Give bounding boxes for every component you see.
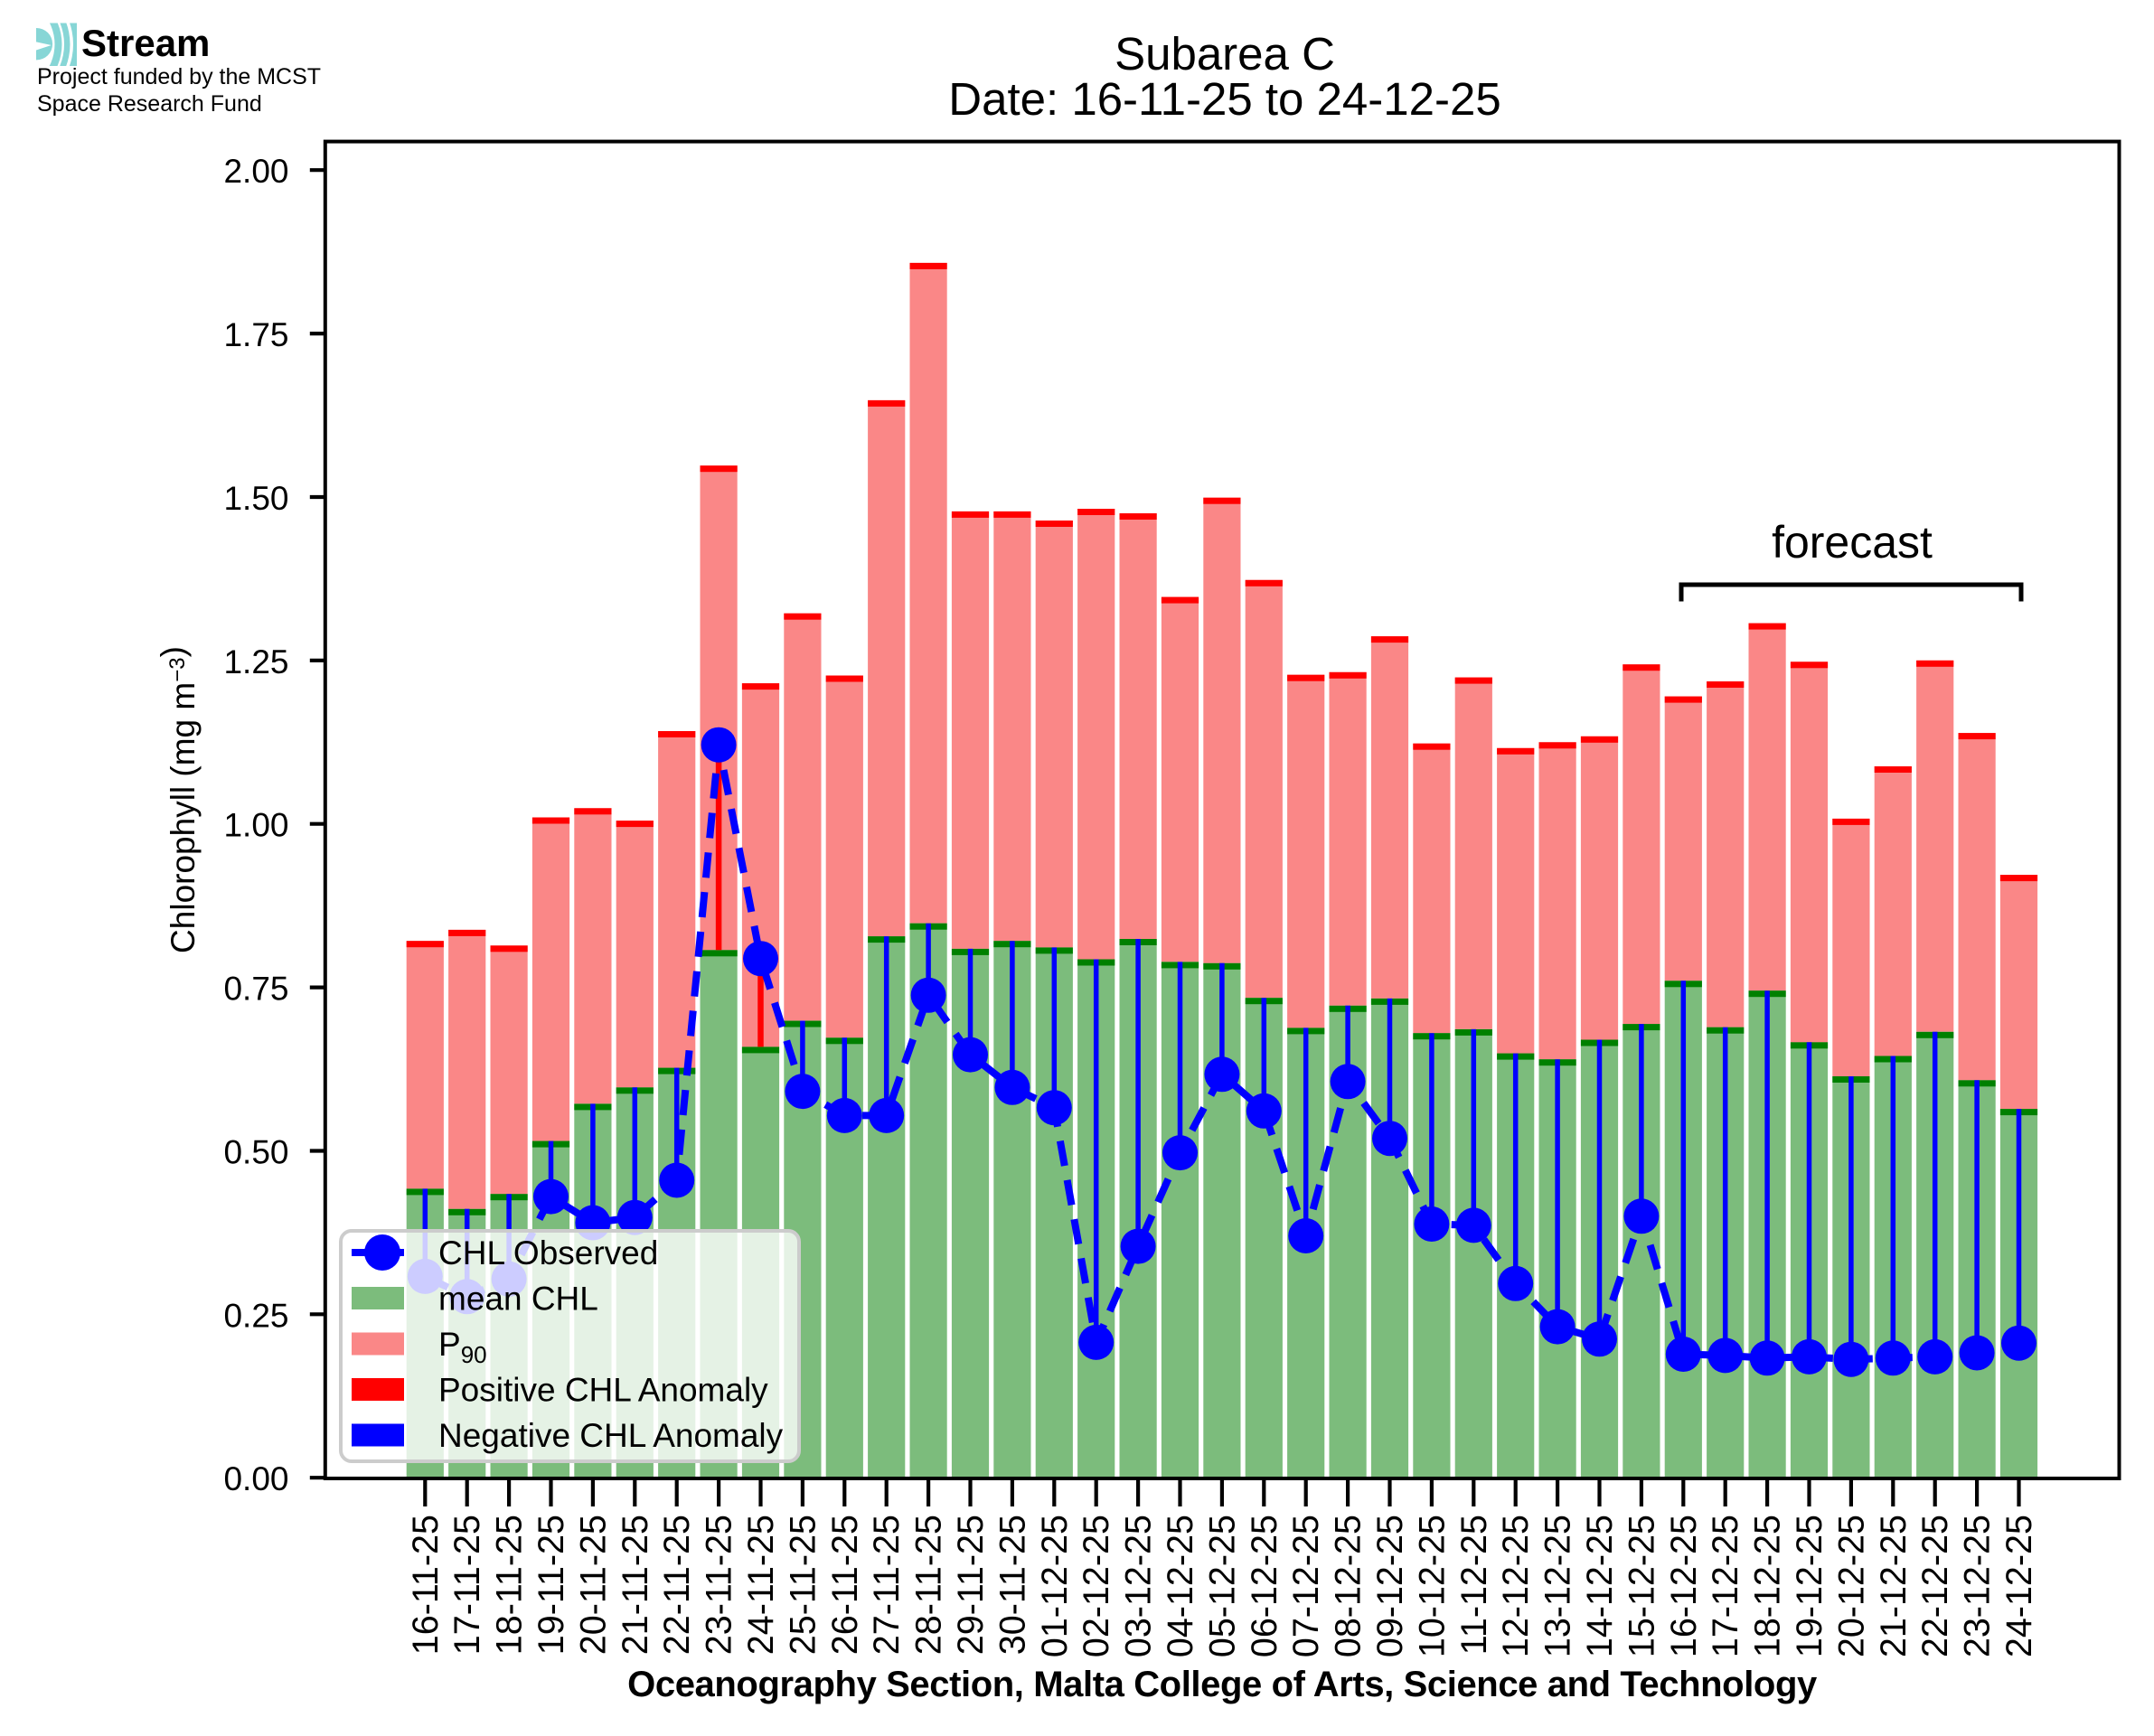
- svg-text:Stream: Stream: [81, 22, 210, 64]
- svg-text:Negative CHL Anomaly: Negative CHL Anomaly: [438, 1417, 784, 1454]
- svg-text:20-11-25: 20-11-25: [573, 1515, 613, 1655]
- svg-text:13-12-25: 13-12-25: [1538, 1515, 1578, 1657]
- svg-text:17-12-25: 17-12-25: [1706, 1515, 1745, 1657]
- svg-text:0.00: 0.00: [223, 1460, 288, 1497]
- svg-text:23-12-25: 23-12-25: [1958, 1515, 1998, 1657]
- svg-text:0.50: 0.50: [223, 1134, 288, 1171]
- svg-text:16-11-25: 16-11-25: [406, 1515, 446, 1655]
- svg-text:1.50: 1.50: [223, 480, 288, 517]
- svg-text:Positive CHL Anomaly: Positive CHL Anomaly: [438, 1372, 768, 1409]
- svg-text:06-12-25: 06-12-25: [1245, 1515, 1284, 1657]
- svg-text:24-12-25: 24-12-25: [1999, 1515, 2039, 1657]
- svg-text:22-12-25: 22-12-25: [1915, 1515, 1955, 1657]
- svg-text:10-12-25: 10-12-25: [1412, 1515, 1452, 1657]
- svg-text:19-12-25: 19-12-25: [1790, 1515, 1829, 1657]
- svg-text:24-11-25: 24-11-25: [741, 1515, 781, 1655]
- svg-text:21-12-25: 21-12-25: [1874, 1515, 1914, 1657]
- svg-text:09-12-25: 09-12-25: [1370, 1515, 1410, 1657]
- svg-text:30-11-25: 30-11-25: [992, 1515, 1032, 1655]
- svg-text:Space Research Fund: Space Research Fund: [37, 91, 262, 117]
- svg-text:19-11-25: 19-11-25: [531, 1515, 571, 1655]
- svg-text:08-12-25: 08-12-25: [1329, 1515, 1369, 1657]
- svg-text:21-11-25: 21-11-25: [616, 1515, 655, 1655]
- svg-text:Project funded by the MCST: Project funded by the MCST: [37, 64, 321, 89]
- svg-text:2.00: 2.00: [223, 153, 288, 190]
- svg-text:28-11-25: 28-11-25: [909, 1515, 949, 1655]
- svg-text:1.25: 1.25: [223, 643, 288, 680]
- svg-text:27-11-25: 27-11-25: [867, 1515, 907, 1655]
- svg-text:0.25: 0.25: [223, 1297, 288, 1334]
- svg-text:17-11-25: 17-11-25: [447, 1515, 487, 1655]
- svg-text:16-12-25: 16-12-25: [1664, 1515, 1704, 1657]
- svg-text:01-12-25: 01-12-25: [1035, 1515, 1075, 1657]
- svg-text:05-12-25: 05-12-25: [1202, 1515, 1242, 1657]
- svg-text:03-12-25: 03-12-25: [1119, 1515, 1159, 1657]
- svg-text:CHL Observed: CHL Observed: [438, 1234, 658, 1272]
- svg-text:25-11-25: 25-11-25: [783, 1515, 823, 1655]
- svg-text:22-11-25: 22-11-25: [657, 1515, 697, 1655]
- svg-text:1.75: 1.75: [223, 316, 288, 353]
- svg-text:14-12-25: 14-12-25: [1580, 1515, 1620, 1657]
- svg-text:1.00: 1.00: [223, 807, 288, 844]
- svg-text:07-12-25: 07-12-25: [1286, 1515, 1326, 1657]
- svg-text:Oceanography Section, Malta Co: Oceanography Section, Malta College of A…: [627, 1665, 1818, 1704]
- svg-text:15-12-25: 15-12-25: [1622, 1515, 1661, 1657]
- svg-text:23-11-25: 23-11-25: [700, 1515, 739, 1655]
- svg-text:29-11-25: 29-11-25: [951, 1515, 991, 1655]
- svg-text:forecast: forecast: [1772, 517, 1933, 568]
- svg-text:mean CHL: mean CHL: [438, 1281, 598, 1318]
- svg-text:20-12-25: 20-12-25: [1831, 1515, 1871, 1657]
- svg-text:0.75: 0.75: [223, 971, 288, 1008]
- svg-text:26-11-25: 26-11-25: [825, 1515, 865, 1655]
- svg-text:18-11-25: 18-11-25: [490, 1515, 530, 1655]
- svg-text:04-12-25: 04-12-25: [1161, 1515, 1200, 1657]
- svg-text:18-12-25: 18-12-25: [1748, 1515, 1788, 1657]
- svg-text:Subarea C: Subarea C: [1115, 28, 1335, 80]
- svg-text:Date: 16-11-25 to 24-12-25: Date: 16-11-25 to 24-12-25: [948, 73, 1500, 125]
- svg-text:11-12-25: 11-12-25: [1454, 1515, 1494, 1655]
- svg-text:12-12-25: 12-12-25: [1496, 1515, 1536, 1657]
- svg-text:02-12-25: 02-12-25: [1077, 1515, 1116, 1657]
